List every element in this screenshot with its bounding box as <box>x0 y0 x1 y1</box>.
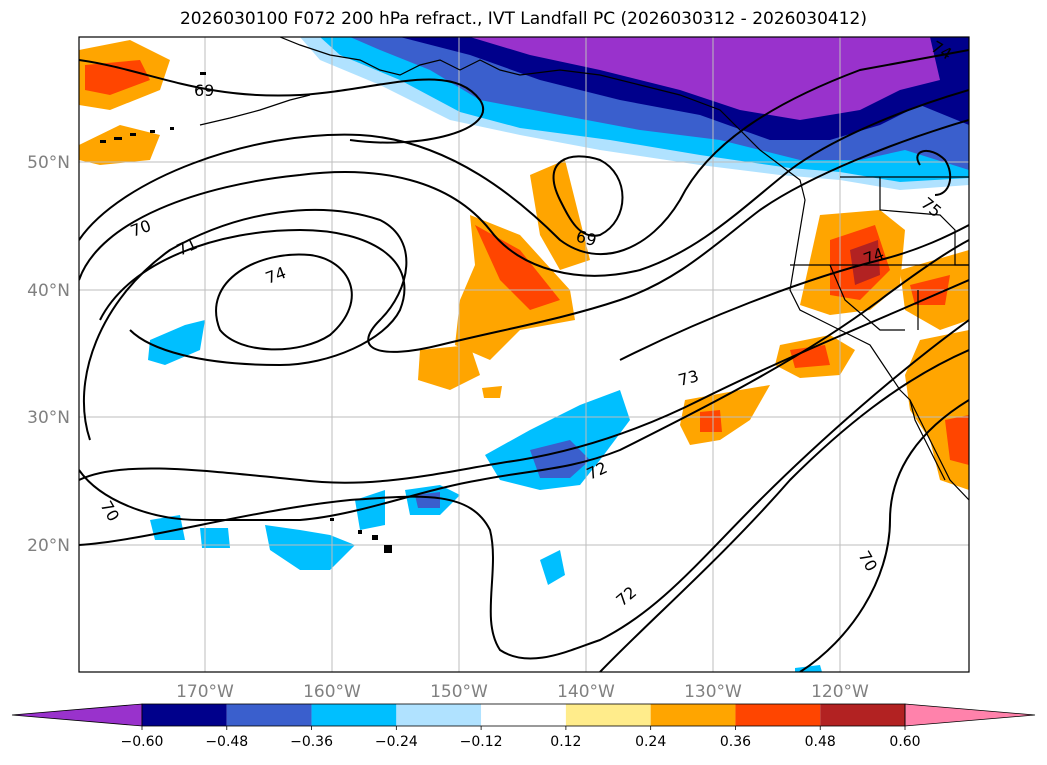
colorbar-extend-max <box>904 703 1036 727</box>
lon-label: 150°W <box>430 682 488 702</box>
lat-label: 40°N <box>27 281 70 301</box>
coastlines <box>199 37 969 501</box>
contour-label: 69 <box>194 81 214 100</box>
map-frame <box>78 36 970 673</box>
lon-label: 160°W <box>303 682 361 702</box>
neg-blob-west <box>148 320 205 365</box>
colorbar-tick-label: 0.48 <box>805 734 836 750</box>
pos-blob-nw-core <box>85 60 150 95</box>
pos-blob-arc <box>680 385 770 445</box>
lat-labels: 50°N 40°N 30°N 20°N <box>27 153 70 556</box>
colorbar-tick-label: −0.36 <box>290 734 333 750</box>
colorbar-tick-label: 0.60 <box>889 734 920 750</box>
lat-label: 50°N <box>27 153 70 173</box>
lon-label: 120°W <box>811 682 869 702</box>
colorbar-tick-label: −0.48 <box>205 734 248 750</box>
lat-label: 30°N <box>27 408 70 428</box>
colorbar-swatch <box>311 704 397 726</box>
graticule <box>79 37 969 672</box>
colorbar-tick-label: 0.24 <box>635 734 666 750</box>
neg-blob-south-core <box>530 440 590 478</box>
contour-label: 70 <box>128 216 154 241</box>
contour-label: 70 <box>855 548 882 575</box>
colorbar-tick-label: −0.60 <box>121 734 164 750</box>
shading-layer <box>79 37 969 672</box>
colorbar-tick-label: −0.12 <box>460 734 503 750</box>
lat-label: 20°N <box>27 536 70 556</box>
contour-label: 74 <box>263 263 289 288</box>
colorbar-swatch <box>396 704 482 726</box>
pos-blob-center <box>530 160 590 270</box>
colorbar-swatch <box>565 704 651 726</box>
lon-labels: 170°W 160°W 150°W 140°W 130°W 120°W <box>176 682 869 702</box>
contour-label: 75 <box>917 194 945 222</box>
neg-blob-south <box>485 390 630 490</box>
colorbar-swatch <box>650 704 736 726</box>
lon-label: 140°W <box>557 682 615 702</box>
neg-blob-chain1 <box>265 525 355 570</box>
colorbar-swatch <box>820 704 905 726</box>
pos-streak-core <box>475 225 560 310</box>
neg-blob-isle <box>540 550 565 585</box>
colorbar-extend-min <box>11 703 143 727</box>
colorbar-swatch <box>481 704 566 726</box>
map-title: 2026030100 F072 200 hPa refract., IVT La… <box>179 9 867 29</box>
colorbar-tick-label: 0.36 <box>720 734 751 750</box>
lon-label: 170°W <box>176 682 234 702</box>
islands <box>100 72 392 553</box>
neg-band-purple <box>470 37 940 120</box>
contour-label: 72 <box>612 582 640 610</box>
colorbar: −0.60 −0.48 −0.36 −0.24 −0.12 0.12 0.24 0.36 0.4… <box>11 703 1036 750</box>
pos-blob-coast-deep <box>850 240 880 285</box>
contour-label: 69 <box>574 227 599 251</box>
contour-lines <box>79 49 969 672</box>
pos-blob-mid-core <box>790 345 830 368</box>
colorbar-tick-label: −0.24 <box>375 734 418 750</box>
pos-blob-small <box>418 345 480 390</box>
pos-blob-tiny <box>482 386 502 398</box>
contour-label: 73 <box>676 366 701 390</box>
pos-blob-arc-core <box>700 410 722 432</box>
colorbar-swatch <box>142 704 227 726</box>
colorbar-outline <box>141 703 906 727</box>
pos-blob-baja-core <box>945 415 969 465</box>
colorbar-swatch <box>226 704 312 726</box>
colorbar-tick-label: 0.12 <box>550 734 581 750</box>
lon-label: 130°W <box>684 682 742 702</box>
pos-blob-nw2 <box>79 125 160 165</box>
colorbar-swatch <box>735 704 821 726</box>
neg-blob-chain5 <box>200 528 230 548</box>
